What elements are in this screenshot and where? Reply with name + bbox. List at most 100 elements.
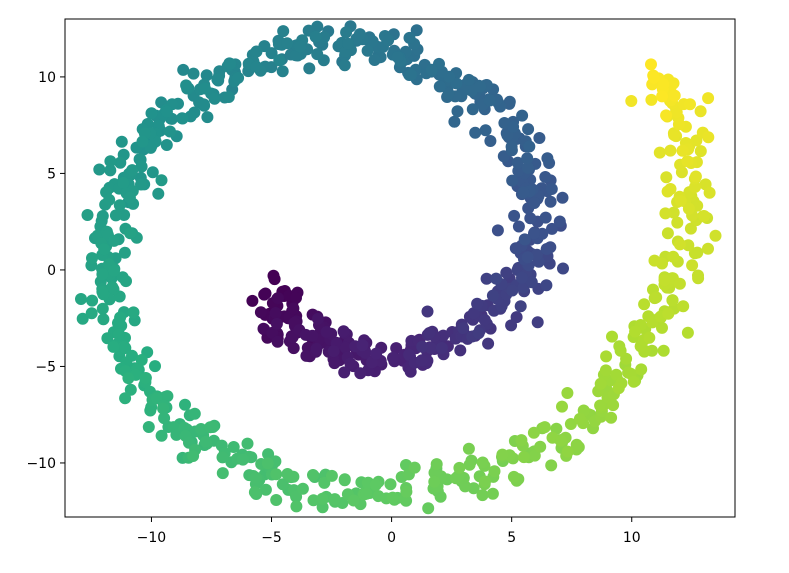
scatter-point [659,207,672,220]
scatter-point [338,366,351,379]
scatter-point [122,372,135,385]
scatter-point [325,469,338,482]
scatter-point [309,30,322,43]
scatter-point [505,140,518,153]
scatter-point [118,246,131,259]
scatter-point [522,123,535,136]
scatter-point [557,262,569,275]
scatter-point [96,302,109,315]
scatter-point [177,63,190,76]
scatter-point [328,493,341,506]
scatter-point [457,322,470,335]
scatter-point [546,222,558,235]
scatter-point [208,92,221,105]
scatter-point [673,277,686,290]
scatter-point [629,325,642,338]
scatter-point [108,264,120,277]
scatter-point [327,345,340,358]
scatter-point [437,329,450,342]
plot-area-background [65,19,735,517]
scatter-point [328,357,341,370]
scatter-point [645,93,658,106]
scatter-point [484,135,497,147]
scatter-point [666,294,679,307]
scatter-point [81,209,94,221]
scatter-point [149,360,161,373]
scatter-point [179,398,191,411]
scatter-point [467,307,480,320]
scatter-point [119,392,132,405]
scatter-point [142,421,155,433]
scatter-point [507,120,520,133]
scatter-point [428,475,441,488]
scatter-point [266,326,279,339]
scatter-point [124,227,137,240]
scatter-point [86,294,99,307]
scatter-point [144,404,157,417]
scatter-point [269,307,282,319]
scatter-point [545,459,558,472]
scatter-point [272,292,284,305]
scatter-point [606,330,618,343]
scatter-point [501,129,514,142]
scatter-point [109,209,122,222]
scatter-point [433,80,446,93]
scatter-point [104,155,117,168]
scatter-point [671,216,684,229]
scatter-point [85,307,98,320]
scatter-point [673,238,686,251]
scatter-point [453,461,466,474]
scatter-point [600,350,613,363]
scatter-point [106,281,119,294]
scatter-point [646,316,659,329]
scatter-point [387,351,399,364]
scatter-point [112,328,125,341]
scatter-point [692,272,705,285]
scatter-point [176,112,189,125]
scatter-point [338,473,351,486]
scatter-point [521,251,534,264]
scatter-point [195,423,207,435]
scatter-point [512,220,525,233]
scatter-point [117,176,130,189]
scatter-point [471,297,484,310]
scatter-point [415,354,428,367]
scatter-point [434,490,447,503]
scatter-point [650,291,663,304]
scatter-point [506,174,519,187]
scatter-point [521,152,534,165]
scatter-point [267,269,280,282]
scatter-point [198,82,211,95]
scatter-point [287,342,300,355]
scatter-point [545,183,558,195]
scatter-point [303,62,316,75]
scatter-point [250,60,263,73]
scatter-point [528,227,540,240]
scatter-point [483,94,496,107]
scatter-point [75,293,87,305]
scatter-point [454,344,467,357]
scatter-point [339,341,352,354]
scatter-point [306,329,319,342]
scatter-point [594,377,607,390]
scatter-point [127,306,140,319]
scatter-point [136,135,149,148]
scatter-point [479,124,492,137]
scatter-point [506,284,519,297]
scatter-point [261,457,274,470]
scatter-point [113,199,126,212]
scatter-point [657,344,670,357]
scatter-point [157,402,170,415]
scatter-point [270,494,283,506]
scatter-point [674,194,687,207]
scatter-point [104,164,117,177]
scatter-point [312,312,324,325]
scatter-point [672,118,685,131]
scatter-point [187,67,200,80]
scatter-point [155,429,168,442]
scatter-point [661,185,674,198]
scatter-point [391,51,404,64]
scatter-point [670,106,683,119]
scatter-point [658,274,671,287]
scatter-points [75,20,722,515]
